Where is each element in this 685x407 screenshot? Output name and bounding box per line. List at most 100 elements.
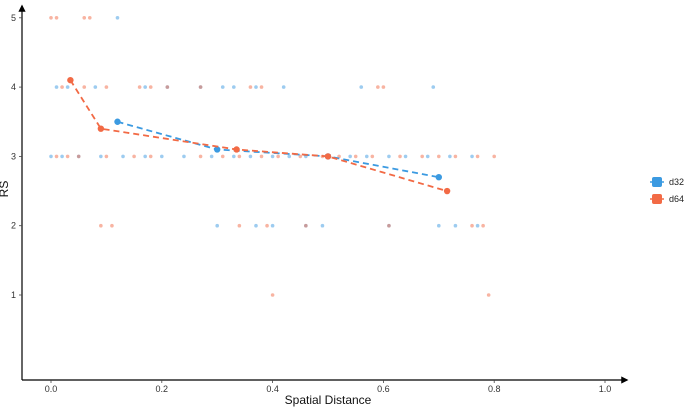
scatter-point-d32	[93, 85, 98, 89]
scatter-point-d32	[143, 85, 147, 89]
scatter-point-d64	[276, 154, 280, 159]
scatter-point-d32	[287, 154, 292, 159]
scatter-point-d32	[254, 223, 258, 228]
y-tick-label: 3	[11, 151, 16, 161]
scatter-point-d64	[470, 223, 474, 228]
scatter-point-d64	[387, 223, 391, 228]
scatter-point-d64	[237, 154, 242, 159]
x-tick-label: 0.0	[45, 384, 58, 394]
scatter-point-d64	[65, 154, 70, 159]
legend-swatch-d64	[652, 194, 662, 204]
trend-point-d32	[214, 146, 221, 153]
scatter-point-d64	[165, 85, 170, 89]
scatter-point-d64	[54, 154, 59, 159]
scatter-point-d64	[82, 85, 87, 89]
scatter-point-d64	[259, 154, 264, 159]
scatter-point-d32	[220, 85, 225, 89]
scatter-point-d64	[82, 15, 87, 20]
scatter-point-d32	[403, 154, 408, 159]
scatter-point-d64	[104, 154, 109, 159]
trend-line-d64	[69, 79, 448, 192]
scatter-point-d32	[65, 85, 70, 89]
legend-label-d64: d64	[669, 194, 684, 204]
scatter-point-d64	[148, 85, 153, 89]
x-tick-label: 0.2	[156, 384, 169, 394]
scatter-point-d64	[148, 154, 153, 159]
scatter-point-d32	[232, 85, 236, 89]
trend-point-d64	[233, 146, 240, 153]
scatter-point-d64	[248, 85, 253, 89]
scatter-point-d64	[381, 85, 386, 89]
scatter-point-d64	[353, 154, 358, 159]
scatter-point-d32	[182, 154, 186, 159]
trend-point-d64	[97, 125, 105, 132]
trend-point-d64	[324, 153, 332, 160]
scatter-point-d32	[364, 154, 369, 159]
scatter-point-d64	[304, 223, 308, 228]
x-tick-label: 1.0	[599, 384, 612, 394]
scatter-point-d64	[137, 85, 142, 89]
scatter-point-d32	[270, 223, 275, 228]
scatter-point-d64	[337, 154, 341, 159]
scatter-point-d32	[359, 85, 364, 89]
scatter-point-d32	[215, 223, 219, 228]
legend-item-d32: d32	[650, 177, 684, 187]
y-axis-title: RS	[0, 181, 11, 198]
scatter-point-d64	[237, 223, 242, 228]
y-tick-label: 4	[11, 82, 16, 92]
legend: d32 d64	[650, 177, 684, 204]
scatter-point-d64	[259, 85, 264, 89]
scatter-point-d32	[281, 85, 286, 89]
scatter-point-d32	[115, 15, 120, 20]
scatter-point-d64	[87, 15, 92, 20]
trend-point-d32	[435, 173, 442, 181]
scatter-point-d32	[254, 85, 258, 89]
scatter-point-d64	[76, 154, 81, 159]
x-tick-label: 0.4	[266, 384, 279, 394]
scatter-point-d32	[448, 154, 452, 159]
trend-point-d32	[114, 118, 121, 125]
scatter-point-d32	[60, 154, 64, 159]
scatter-point-d32	[49, 154, 53, 159]
scatter-point-d64	[54, 15, 59, 20]
trend-point-d64	[67, 76, 74, 84]
trend-line-d32	[117, 120, 439, 179]
x-tick-label: 0.6	[377, 384, 390, 394]
scatter-point-d32	[348, 154, 352, 159]
scatter-point-d32	[99, 154, 103, 159]
x-axis-title: Spatial Distance	[285, 393, 372, 407]
scatter-point-d64	[481, 223, 485, 228]
y-tick-label: 5	[11, 13, 16, 23]
scatter-point-d64	[104, 85, 109, 89]
scatter-point-d32	[54, 85, 59, 89]
scatter-point-d64	[265, 223, 269, 228]
ticks: 0.0 0.2 0.4 0.6 0.8 1.0 1 2 3 4 5	[11, 13, 611, 394]
scatter-point-d32	[437, 223, 441, 228]
scatter-point-d32	[431, 85, 436, 89]
scatter-point-d32	[270, 154, 275, 159]
scatter-point-d64	[60, 85, 64, 89]
scatter-point-d64	[437, 154, 441, 159]
scatter-point-d64	[198, 154, 203, 159]
scatter-point-d64	[420, 154, 424, 159]
axes	[18, 4, 629, 384]
scatter-point-d32	[470, 154, 474, 159]
scatter-point-d64	[376, 85, 380, 89]
legend-swatch-d32	[652, 177, 662, 187]
scatter-point-d32	[209, 154, 214, 159]
x-tick-label: 0.8	[488, 384, 501, 394]
scatter-point-d32	[232, 154, 236, 159]
scatter-point-d64	[220, 154, 225, 159]
scatter-point-d64	[99, 223, 103, 228]
scatter-point-d64	[110, 223, 114, 228]
scatter-point-d32	[160, 154, 164, 159]
scatter-point-d64	[492, 154, 497, 159]
y-tick-label: 2	[11, 221, 16, 231]
trend-lines	[67, 76, 451, 195]
y-tick-label: 1	[11, 290, 16, 300]
legend-label-d32: d32	[669, 177, 684, 187]
scatter-point-d32	[387, 154, 391, 159]
trend-point-d64	[443, 187, 451, 195]
legend-item-d64: d64	[650, 194, 684, 204]
